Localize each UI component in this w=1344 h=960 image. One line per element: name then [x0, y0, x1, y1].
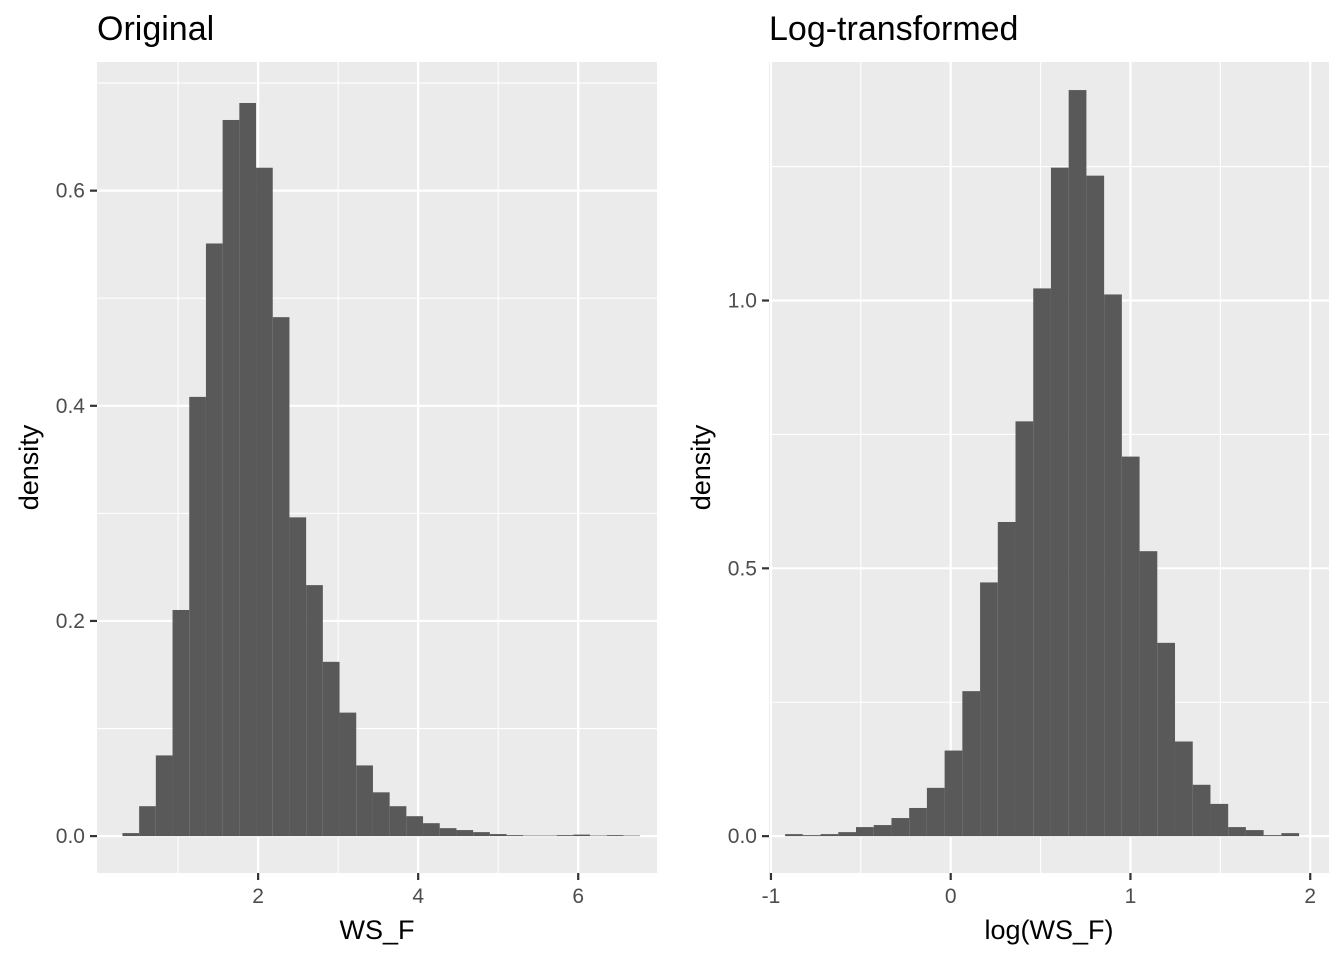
histogram-bar: [1281, 833, 1300, 837]
histogram-bar: [456, 830, 474, 837]
y-axis-title: density: [14, 424, 44, 510]
histogram-bar: [997, 522, 1016, 837]
axis-ticks: [762, 299, 1312, 880]
x-tick-label: 0: [945, 885, 957, 908]
histogram-bar: [873, 825, 892, 837]
panel-title-log-transformed: Log-transformed: [769, 10, 1018, 48]
histogram-bar: [289, 517, 307, 837]
x-tick-label: -1: [762, 885, 781, 908]
x-tick-labels: -1 0 1 2: [762, 885, 1316, 908]
histogram-bar: [306, 585, 323, 837]
histogram-bar: [539, 835, 557, 837]
histogram-bar: [222, 119, 240, 837]
histogram-bar: [926, 787, 945, 837]
histogram-bar: [172, 609, 190, 837]
histogram-bar: [139, 806, 156, 837]
histogram-bar: [820, 834, 839, 837]
x-tick-label: 2: [1304, 885, 1316, 908]
histogram-bar: [122, 833, 140, 837]
histogram-bar: [590, 835, 607, 837]
histogram-bar: [891, 818, 910, 837]
histogram-bar: [1175, 741, 1193, 837]
y-tick-label: 0.6: [56, 180, 85, 203]
histogram-bar: [239, 102, 257, 837]
histogram-bar: [356, 765, 373, 837]
histogram-bars: [122, 102, 641, 837]
histogram-panel-log-transformed: Log-transformed -1 0 1 2 0.0 0.5 1.0 log(WS_F…: [686, 10, 1329, 945]
y-tick-label: 0.0: [56, 825, 85, 848]
histogram-bar: [439, 828, 457, 837]
panel-title-original: Original: [97, 10, 214, 48]
histogram-bar: [1245, 830, 1264, 837]
histogram-bar: [1050, 167, 1069, 837]
histogram-bar: [322, 661, 340, 837]
y-tick-labels: 0.0 0.2 0.4 0.6: [56, 180, 86, 848]
histogram-bar: [339, 712, 357, 837]
histogram-bar: [1157, 642, 1176, 837]
histogram-bar: [1068, 90, 1087, 837]
histogram-bar: [1210, 803, 1229, 837]
histogram-bar: [1086, 175, 1105, 837]
histogram-bar: [1104, 294, 1122, 837]
x-axis-title: log(WS_F): [984, 915, 1113, 945]
x-tick-label: 6: [572, 885, 584, 908]
histogram-bar: [1263, 835, 1282, 837]
histogram-panel-original: Original 2 4 6 0.0 0.2 0.4 0.6 WS_F density: [14, 10, 657, 945]
histogram-bar: [556, 835, 574, 837]
y-tick-label: 0.0: [728, 825, 757, 848]
histogram-bar: [909, 807, 927, 837]
y-tick-label: 0.5: [728, 557, 757, 580]
histogram-bar: [856, 827, 874, 837]
histogram-bar: [406, 816, 424, 837]
histogram-bar: [506, 835, 524, 837]
y-tick-label: 1.0: [728, 290, 757, 313]
histogram-bar: [389, 806, 407, 837]
histogram-bar: [372, 792, 390, 837]
histogram-bar: [272, 317, 290, 837]
histogram-bar: [1139, 551, 1158, 837]
y-tick-label: 0.4: [56, 395, 86, 418]
histogram-bar: [1033, 288, 1051, 837]
histogram-bar: [1015, 421, 1034, 837]
x-tick-label: 2: [252, 885, 264, 908]
histogram-bar: [473, 832, 490, 837]
histogram-bars: [785, 90, 1300, 837]
histogram-bar: [785, 834, 803, 837]
histogram-bar: [1192, 784, 1211, 837]
axis-ticks: [90, 189, 580, 880]
histogram-bar: [623, 835, 641, 837]
x-tick-label: 1: [1125, 885, 1137, 908]
histogram-bar: [838, 832, 857, 837]
histogram-bar: [523, 835, 540, 837]
histogram-bar: [489, 834, 507, 837]
y-axis-title: density: [686, 424, 716, 510]
histogram-bar: [573, 834, 591, 837]
histogram-bar: [1121, 456, 1140, 837]
histogram-bar: [256, 167, 273, 837]
y-tick-labels: 0.0 0.5 1.0: [728, 290, 757, 849]
histogram-bar: [606, 835, 624, 837]
histogram-bar: [155, 755, 173, 837]
x-tick-labels: 2 4 6: [252, 885, 584, 908]
histogram-bar: [205, 243, 223, 837]
histogram-bar: [1228, 827, 1246, 837]
y-tick-label: 0.2: [56, 610, 85, 633]
histogram-bar: [944, 750, 963, 837]
histogram-bar: [189, 396, 206, 837]
histogram-bar: [962, 691, 981, 837]
histogram-bar: [980, 582, 998, 837]
x-tick-label: 4: [412, 885, 424, 908]
histogram-bar: [802, 835, 821, 837]
histogram-bar: [423, 823, 440, 837]
x-axis-title: WS_F: [339, 915, 414, 945]
